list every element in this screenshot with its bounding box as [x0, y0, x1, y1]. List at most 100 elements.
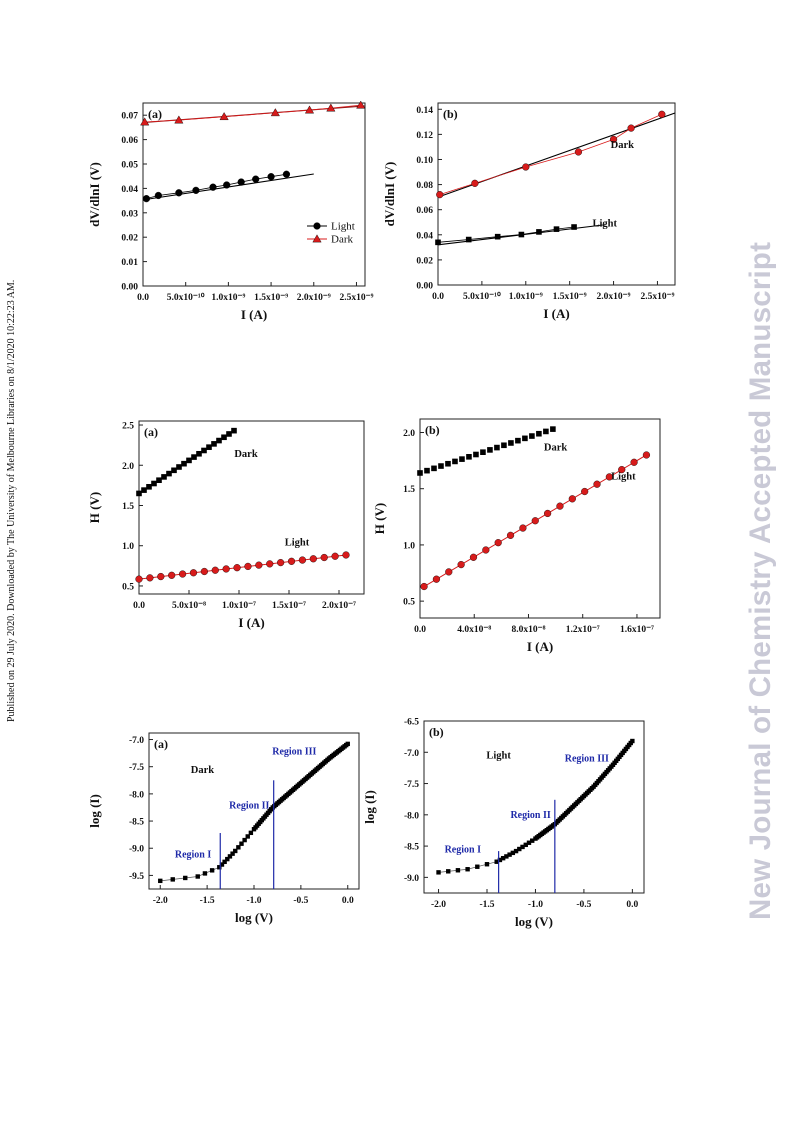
data-point	[356, 100, 366, 109]
data-point	[480, 449, 486, 455]
data-point	[431, 465, 437, 472]
x-axis-label: I (A)	[527, 639, 553, 654]
data-point	[544, 509, 552, 518]
y-tick-label: 0.07	[121, 112, 138, 122]
chart-logi-b: -2.0 -1.5 -1.0 -0.5 0.0 -9.0 -8.5 -8.0 -7.5 -7.0 -…	[362, 718, 645, 929]
data-point	[504, 854, 509, 859]
y-tick-label: -8.5	[129, 818, 144, 828]
data-point	[326, 103, 336, 112]
data-point	[436, 870, 441, 875]
data-point	[146, 574, 154, 582]
panel-label: (a)	[144, 425, 158, 439]
x-tick-label: 1.6x10⁻⁷	[620, 625, 654, 635]
data-point	[221, 434, 227, 441]
y-tick-label: 2.5	[122, 422, 134, 432]
data-point	[170, 877, 175, 882]
data-point	[446, 869, 451, 874]
series-annotation: Light	[486, 751, 511, 762]
data-point	[436, 191, 444, 199]
panel-label: (a)	[154, 737, 168, 751]
data-point	[609, 135, 618, 144]
y-tick-label: 0.5	[403, 598, 415, 608]
series-annotation: Light	[285, 538, 310, 549]
x-axis-label: log (V)	[235, 910, 273, 925]
series-line	[146, 173, 287, 200]
data-point	[136, 490, 142, 497]
plot-frame	[419, 418, 661, 619]
plot-frame	[437, 102, 676, 286]
data-point	[484, 862, 490, 867]
data-point	[225, 856, 230, 862]
data-point	[568, 495, 576, 503]
x-tick-label: 5.0x10⁻⁸	[172, 601, 206, 611]
data-point	[298, 556, 307, 564]
y-tick-label: 0.14	[416, 106, 433, 116]
series-annotation: Light	[593, 219, 618, 230]
data-point	[140, 117, 150, 126]
data-series	[436, 110, 676, 199]
data-point	[191, 454, 197, 460]
data-point	[222, 859, 227, 865]
data-point	[510, 850, 516, 856]
data-point	[424, 467, 430, 474]
data-point	[494, 233, 501, 240]
data-point	[459, 456, 465, 462]
x-tick-label: -2.0	[431, 900, 446, 910]
chart-dvdlni-a: 0.0 5.0x10⁻¹⁰ 1.0x10⁻⁹ 1.5x10⁻⁹ 2.0x10⁻⁹ 2.5x…	[87, 100, 374, 322]
iv-curve	[436, 738, 635, 875]
data-series	[420, 451, 651, 591]
legend-marker	[312, 234, 322, 243]
data-point	[574, 148, 583, 156]
data-point	[252, 175, 260, 183]
data-point	[531, 517, 539, 525]
region-label: Region III	[272, 747, 316, 758]
y-tick-label: 1.0	[122, 542, 134, 552]
x-axis-label: log (V)	[515, 914, 553, 929]
y-tick-label: -8.0	[129, 790, 144, 800]
data-series	[435, 224, 605, 246]
plot-frame	[423, 720, 645, 894]
x-tick-label: 2.0x10⁻⁹	[597, 292, 631, 302]
data-point	[161, 474, 167, 480]
data-point	[157, 572, 165, 581]
data-point	[226, 431, 232, 437]
data-point	[465, 236, 472, 243]
data-point	[209, 183, 217, 191]
panel-label: (b)	[425, 423, 440, 437]
data-point	[494, 859, 499, 864]
data-point	[482, 546, 490, 554]
data-point	[452, 458, 458, 465]
data-point	[513, 848, 519, 854]
data-point	[216, 437, 222, 444]
data-point	[192, 186, 200, 194]
data-point	[475, 864, 480, 869]
data-point	[200, 567, 208, 576]
data-point	[522, 435, 528, 442]
data-series	[142, 170, 314, 203]
data-point	[158, 878, 163, 884]
data-point	[469, 553, 478, 561]
data-point	[571, 224, 577, 230]
x-tick-label: 2.0x10⁻⁹	[297, 293, 331, 303]
data-series	[135, 551, 350, 583]
data-point	[219, 862, 225, 867]
data-point	[515, 437, 521, 444]
series-annotation: Dark	[191, 765, 214, 776]
data-point	[217, 865, 222, 870]
data-point	[171, 467, 177, 474]
journal-watermark: New Journal of Chemistry Accepted Manusc…	[744, 241, 777, 920]
data-point	[556, 502, 564, 510]
data-point	[239, 841, 244, 846]
data-series	[140, 100, 366, 126]
x-tick-label: 0.0	[414, 625, 426, 635]
chart-logi-a: -2.0 -1.5 -1.0 -0.5 0.0 -9.5 -9.0 -8.5 -8.0 -7.5 -…	[87, 732, 360, 925]
legend-label: Light	[331, 221, 355, 233]
data-point	[166, 470, 172, 477]
data-point	[417, 470, 423, 476]
data-point	[154, 191, 162, 200]
y-tick-label: 0.00	[121, 283, 138, 293]
y-tick-label: 0.00	[416, 282, 433, 292]
data-point	[466, 454, 472, 460]
y-tick-label: 0.02	[121, 234, 138, 244]
